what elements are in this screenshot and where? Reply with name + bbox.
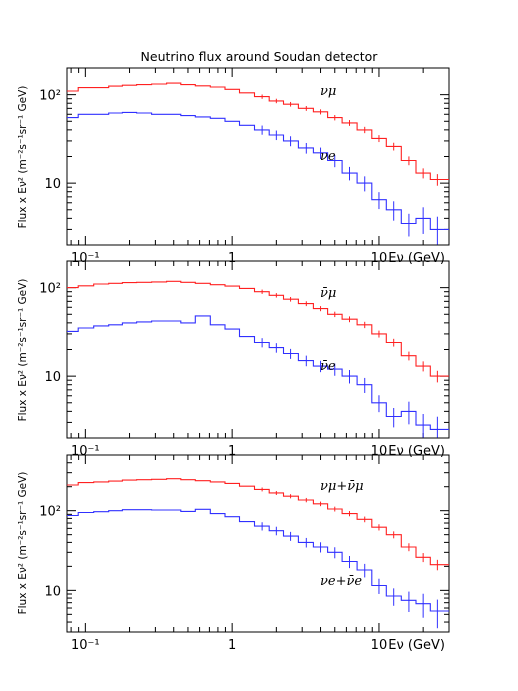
y-tick-label: 10 [44, 584, 61, 599]
figure-title: Neutrino flux around Soudan detector [141, 49, 379, 64]
y-tick-label: 10 [44, 177, 61, 192]
series-line-red [67, 280, 449, 377]
x-axis-label: Eν (GeV) [388, 638, 445, 653]
series-label: νμ [320, 84, 336, 99]
plot-frame [66, 260, 450, 439]
y-tick-label: 10² [39, 505, 61, 520]
series-line-blue [67, 315, 449, 430]
x-tick-label: 10 [371, 251, 388, 266]
y-tick-label: 10 [44, 370, 61, 385]
plot-frame [66, 67, 450, 246]
series-line-blue [67, 111, 449, 230]
series-label: νμ+ν̄μ [320, 479, 364, 494]
y-tick-label: 10² [39, 89, 61, 104]
x-axis-label: Eν (GeV) [388, 444, 445, 459]
y-tick-label: 10² [39, 282, 61, 297]
series-line-red [67, 82, 449, 181]
x-tick-label: 1 [228, 638, 236, 653]
series-label: νe [320, 149, 336, 164]
x-tick-label: 1 [228, 251, 236, 266]
y-axis-label: Flux x Eν² (m⁻²s⁻¹sr⁻¹ GeV) [17, 86, 29, 229]
y-axis-label: Flux x Eν² (m⁻²s⁻¹sr⁻¹ GeV) [17, 472, 29, 615]
series-label: νe+ν̄e [320, 574, 362, 589]
x-tick-label: 1 [228, 444, 236, 459]
series-line-red [67, 478, 449, 566]
chart-panel-3: 10⁻¹ 1 10 10 10² Eν (GeV) Flux x Eν² (m⁻²s⁻¹sr… [17, 454, 450, 653]
series-label: ν̄e [320, 359, 336, 374]
series-label: ν̄μ [320, 286, 336, 301]
x-tick-label: 10 [371, 638, 388, 653]
x-tick-label: 10⁻¹ [71, 638, 100, 653]
plot-frame [66, 454, 450, 633]
series-line-blue [67, 508, 449, 612]
x-axis-label: Eν (GeV) [388, 251, 445, 266]
y-axis-label: Flux x Eν² (m⁻²s⁻¹sr⁻¹ GeV) [17, 279, 29, 422]
